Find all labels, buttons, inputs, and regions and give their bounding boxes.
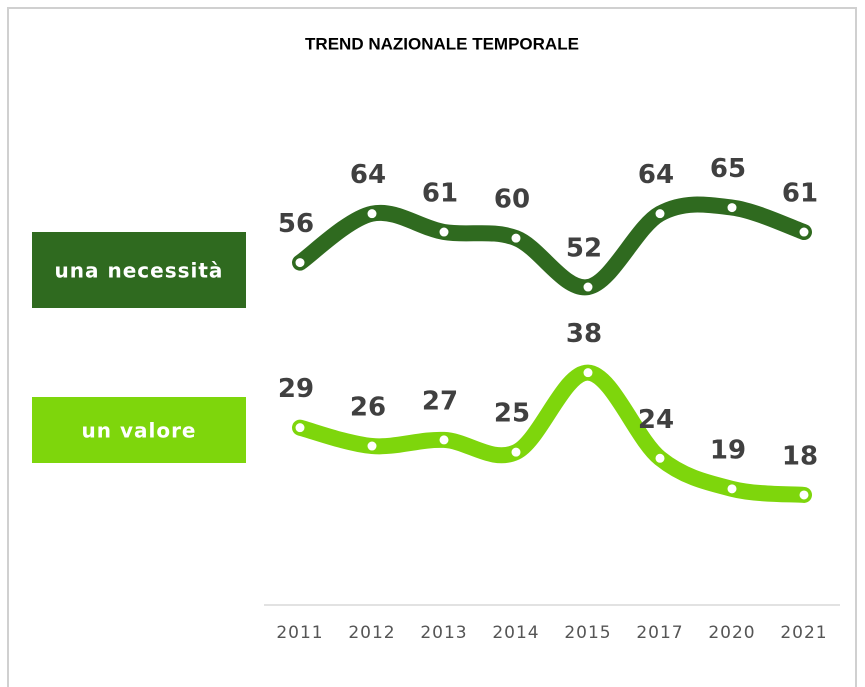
x-tick-label: 2021	[780, 623, 827, 643]
data-label: 65	[710, 154, 746, 184]
x-tick-label: 2014	[492, 623, 539, 643]
point	[438, 434, 450, 446]
point	[510, 446, 522, 458]
legend-box	[32, 232, 246, 308]
data-label: 38	[566, 319, 602, 349]
x-tick-label: 2015	[564, 623, 611, 643]
legend-label: una necessità	[55, 259, 224, 283]
point	[294, 257, 306, 269]
x-tick-label: 2012	[348, 623, 395, 643]
data-label: 61	[782, 179, 818, 209]
x-tick-label: 2017	[636, 623, 683, 643]
point	[726, 202, 738, 214]
data-label: 64	[350, 160, 386, 190]
point	[726, 483, 738, 495]
point	[654, 208, 666, 220]
series-line	[292, 364, 812, 503]
x-tick-label: 2013	[420, 623, 467, 643]
data-label: 29	[278, 374, 314, 404]
point	[510, 232, 522, 244]
point	[438, 226, 450, 238]
data-label: 64	[638, 160, 674, 190]
point	[582, 281, 594, 293]
data-label: 60	[494, 185, 530, 215]
data-label: 27	[422, 386, 458, 416]
frame	[7, 7, 857, 687]
data-label: 56	[278, 209, 314, 239]
data-label: 61	[422, 179, 458, 209]
data-label: 18	[782, 441, 818, 471]
legend-box	[32, 397, 246, 463]
data-label: 24	[638, 405, 674, 435]
point	[366, 208, 378, 220]
point	[582, 367, 594, 379]
point	[294, 422, 306, 434]
x-tick-label: 2011	[276, 623, 323, 643]
x-tick-label: 2020	[708, 623, 755, 643]
data-label: 26	[350, 393, 386, 423]
data-label: 19	[710, 435, 746, 465]
data-label: 25	[494, 399, 530, 429]
point	[798, 489, 810, 501]
chart-title: TREND NAZIONALE TEMPORALE	[305, 34, 579, 53]
legend-label: un valore	[82, 419, 197, 443]
point	[798, 226, 810, 238]
data-label: 52	[566, 234, 602, 264]
point	[366, 440, 378, 452]
point	[654, 452, 666, 464]
